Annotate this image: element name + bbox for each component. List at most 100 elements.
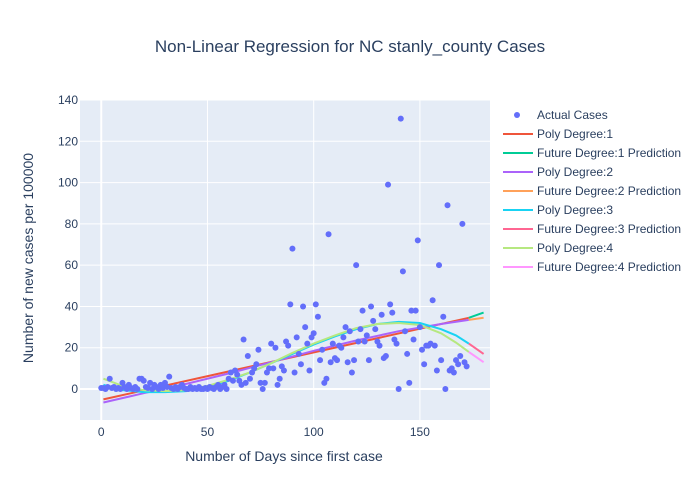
legend-label: Future Degree:4 Prediction — [537, 260, 681, 274]
data-point — [317, 357, 324, 364]
actual-cases-points — [98, 115, 470, 393]
data-point — [368, 303, 375, 310]
data-point — [431, 342, 438, 349]
data-point — [457, 353, 464, 359]
data-point — [361, 338, 368, 345]
data-point — [450, 369, 457, 376]
data-point — [393, 340, 400, 347]
y-tick-label: 20 — [65, 341, 79, 355]
data-point — [389, 309, 396, 316]
data-point — [412, 307, 419, 314]
data-point — [340, 334, 347, 341]
data-point — [297, 361, 304, 368]
data-point — [442, 386, 449, 393]
data-point — [414, 237, 421, 244]
data-point — [295, 350, 302, 357]
data-point — [406, 379, 413, 386]
grid-lines — [80, 99, 490, 420]
data-point — [378, 311, 385, 318]
data-point — [289, 245, 296, 252]
data-point — [106, 375, 113, 382]
series-line — [468, 316, 484, 321]
legend-item[interactable]: Future Degree:2 Prediction — [503, 184, 681, 198]
data-point — [444, 202, 451, 209]
data-point — [272, 344, 279, 351]
legend-marker — [514, 112, 520, 118]
data-point — [334, 357, 341, 364]
legend-label: Future Degree:2 Prediction — [537, 184, 681, 198]
data-point — [255, 346, 262, 353]
data-point — [293, 334, 300, 341]
x-tick-label: 50 — [201, 425, 215, 439]
data-point — [134, 386, 141, 393]
data-point — [306, 367, 313, 374]
legend-label: Poly Degree:2 — [537, 165, 613, 179]
data-point — [353, 262, 360, 269]
data-point — [382, 353, 389, 359]
data-point — [410, 336, 417, 343]
data-point — [234, 371, 241, 378]
y-tick-label: 0 — [71, 382, 78, 396]
data-point — [223, 386, 230, 393]
data-point — [416, 324, 423, 331]
data-point — [363, 332, 370, 339]
data-point — [433, 367, 440, 374]
data-point — [463, 363, 470, 370]
legend-item[interactable]: Poly Degree:1 — [503, 127, 613, 141]
data-point — [302, 324, 309, 331]
data-point — [455, 361, 462, 368]
legend-label: Poly Degree:4 — [537, 241, 613, 255]
data-point — [325, 231, 332, 238]
legend-item[interactable]: Future Degree:4 Prediction — [503, 260, 681, 274]
chart-title: Non-Linear Regression for NC stanly_coun… — [155, 37, 545, 56]
data-point — [372, 326, 379, 333]
data-point — [242, 379, 249, 386]
data-point — [304, 340, 311, 347]
series-line — [468, 342, 485, 355]
data-point — [440, 313, 447, 320]
y-tick-label: 140 — [58, 93, 78, 107]
data-point — [166, 373, 173, 380]
data-point — [319, 346, 326, 353]
y-tick-label: 80 — [65, 217, 79, 231]
data-point — [229, 377, 236, 384]
x-tick-label: 100 — [304, 425, 324, 439]
y-tick-label: 40 — [65, 299, 79, 313]
legend-item[interactable]: Poly Degree:4 — [503, 241, 613, 255]
data-point — [244, 353, 251, 359]
legend-item[interactable]: Future Degree:1 Prediction — [503, 146, 681, 160]
legend-item[interactable]: Poly Degree:3 — [503, 203, 613, 217]
data-point — [291, 369, 298, 376]
plot-area — [80, 100, 490, 420]
data-point — [421, 361, 428, 368]
data-point — [314, 313, 321, 320]
data-point — [246, 375, 253, 382]
data-point — [346, 328, 353, 335]
data-point — [312, 301, 319, 308]
legend-label: Poly Degree:1 — [537, 127, 613, 141]
y-tick-label: 100 — [58, 176, 78, 190]
y-axis-ticks: 0 20 40 60 80 100 120 140 — [58, 93, 78, 396]
data-point — [385, 181, 392, 188]
y-tick-label: 120 — [58, 134, 78, 148]
data-point — [285, 342, 292, 349]
data-point — [357, 326, 364, 333]
data-point — [404, 350, 411, 357]
legend-item[interactable]: Poly Degree:2 — [503, 165, 613, 179]
legend-item[interactable]: Actual Cases — [514, 108, 608, 122]
legend-item[interactable]: Future Degree:3 Prediction — [503, 222, 681, 236]
data-point — [329, 340, 336, 347]
data-point — [436, 262, 443, 269]
data-point — [459, 220, 466, 227]
data-point — [399, 268, 406, 275]
data-point — [395, 386, 402, 393]
series-line — [468, 351, 485, 364]
data-point — [438, 357, 445, 364]
data-point — [257, 379, 264, 386]
data-point — [266, 365, 273, 372]
data-point — [344, 359, 351, 366]
legend-label: Future Degree:3 Prediction — [537, 222, 681, 236]
data-point — [287, 301, 294, 308]
data-point — [274, 381, 281, 388]
